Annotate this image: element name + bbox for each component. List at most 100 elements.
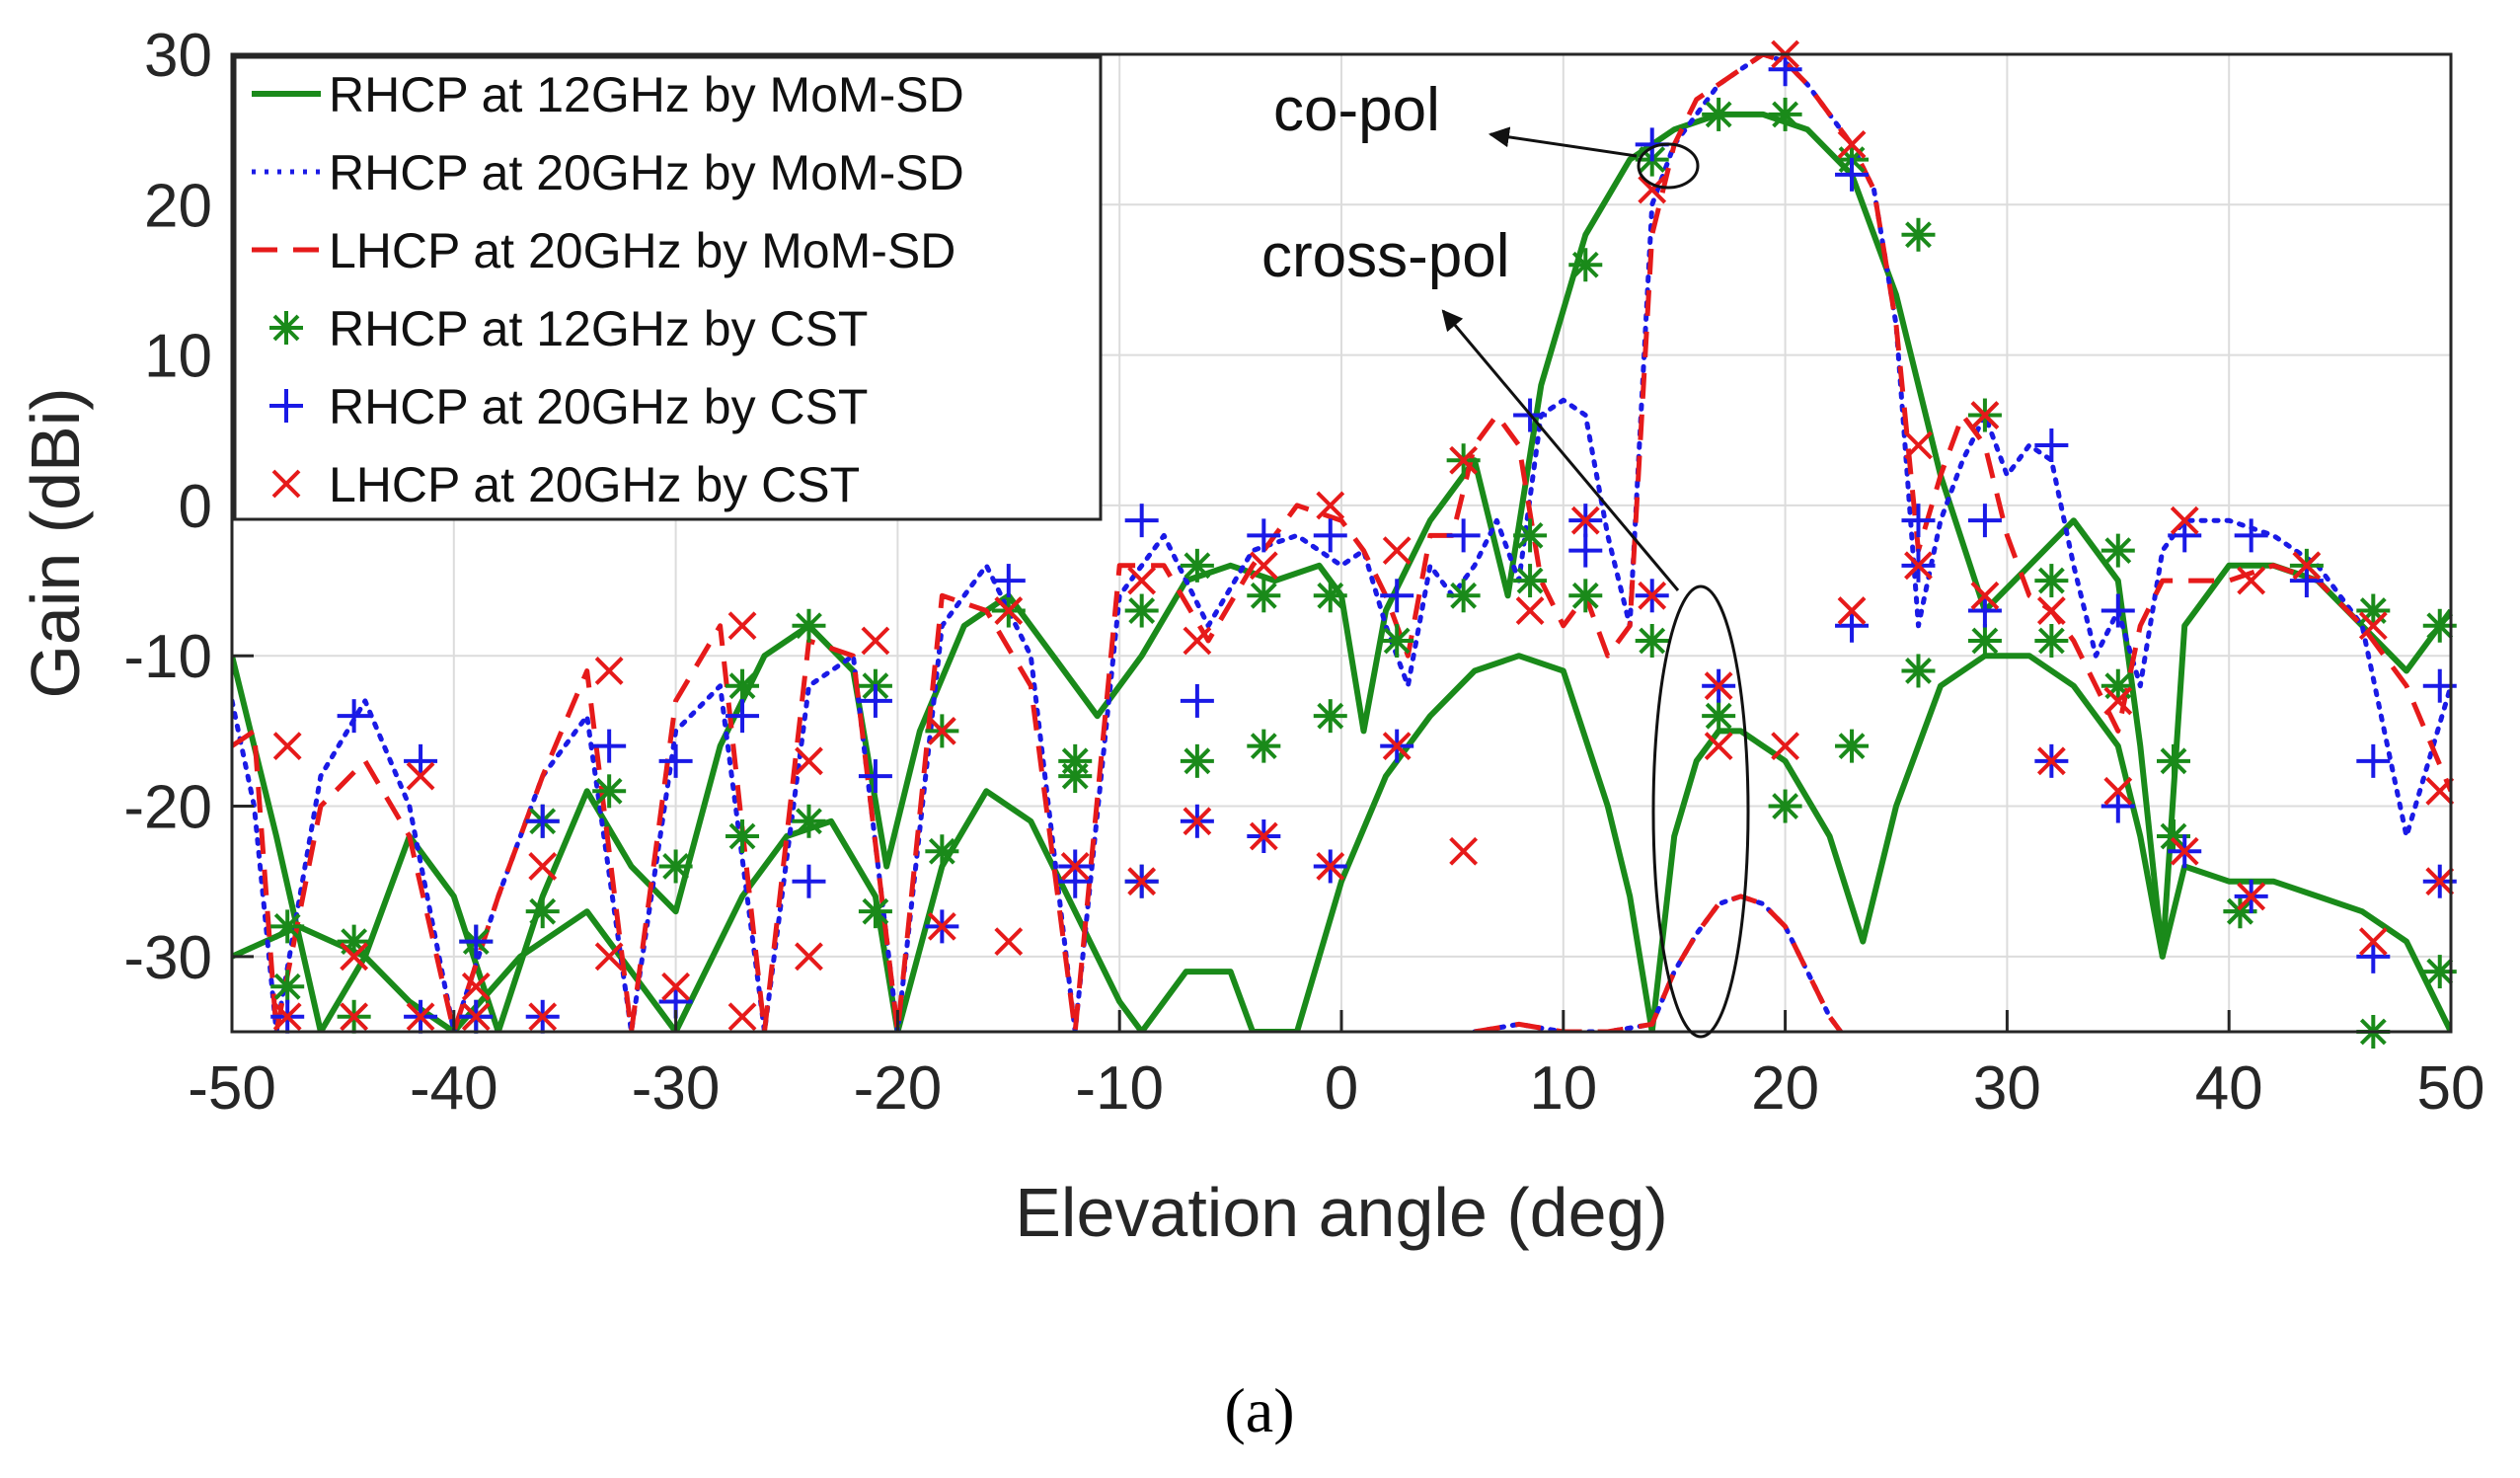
marker-plus	[1180, 683, 1214, 718]
marker-x	[2036, 596, 2066, 625]
marker-asterisk	[792, 804, 826, 838]
marker-x	[461, 972, 491, 1001]
marker-asterisk	[858, 895, 892, 929]
y-tick-label: -10	[123, 623, 212, 691]
legend-swatch-marker	[271, 469, 301, 499]
marker-plus	[1901, 504, 1936, 538]
legend-entry: RHCP at 12GHz by CST	[269, 301, 868, 356]
marker-x	[272, 732, 302, 761]
marker-x	[406, 1002, 435, 1032]
marker-x	[927, 911, 956, 941]
marker-x	[1449, 445, 1479, 475]
marker-x	[1638, 581, 1667, 610]
marker-plus	[2034, 428, 2069, 462]
marker-asterisk	[1967, 624, 2002, 658]
marker-x	[661, 972, 691, 1001]
marker-plus	[337, 699, 371, 734]
marker-asterisk	[2034, 564, 2069, 598]
marker-asterisk	[725, 668, 760, 703]
marker-x	[272, 1002, 302, 1032]
y-axis-label: Gain (dBi)	[17, 387, 94, 698]
marker-plus	[1313, 518, 1347, 553]
marker-asterisk	[725, 819, 760, 853]
marker-x	[1060, 852, 1090, 881]
marker-x	[2358, 927, 2388, 957]
marker-asterisk	[525, 895, 560, 929]
annotation-cross-pol-arrow	[1441, 309, 1680, 591]
marker-asterisk	[1513, 564, 1548, 598]
annotation-cross-pol-label: cross-pol	[1261, 222, 1510, 290]
marker-x	[1904, 430, 1933, 460]
annotation-co-pol-arrow	[1488, 126, 1638, 158]
marker-asterisk	[270, 909, 305, 944]
marker-plus	[858, 683, 892, 718]
y-tick-label: 10	[144, 323, 212, 391]
marker-plus	[1247, 518, 1281, 553]
legend-entry: LHCP at 20GHz by MoM-SD	[252, 223, 955, 278]
marker-plus	[1835, 608, 1870, 643]
legend-label: RHCP at 12GHz by MoM-SD	[329, 67, 964, 122]
marker-x	[861, 626, 890, 656]
marker-asterisk	[592, 774, 627, 809]
marker-plus	[1058, 864, 1093, 898]
annotation-cross-pol: cross-pol	[1261, 222, 1750, 1039]
marker-x	[927, 716, 956, 745]
marker-plus	[1835, 157, 1870, 192]
series-line-5	[1474, 894, 1843, 1032]
x-tick-label: 0	[1325, 1054, 1358, 1123]
marker-plus	[2168, 518, 2202, 553]
annotation-co-pol: co-pol	[1273, 76, 1700, 190]
x-tick-label: 10	[1529, 1054, 1597, 1123]
marker-asterisk	[1568, 579, 1603, 613]
marker-plus	[2356, 743, 2391, 778]
legend-swatch-marker	[269, 311, 303, 345]
marker-plus	[725, 699, 760, 734]
marker-x	[1570, 506, 1600, 535]
marker-plus	[2289, 564, 2324, 598]
marker-x	[461, 1002, 491, 1032]
marker-asterisk	[2100, 668, 2135, 703]
legend-label: RHCP at 20GHz by CST	[329, 379, 868, 434]
marker-asterisk	[2157, 743, 2190, 778]
marker-x	[2170, 836, 2199, 866]
marker-x	[795, 746, 823, 776]
marker-x	[1837, 596, 1867, 625]
marker-asterisk	[1180, 743, 1214, 778]
marker-x	[1970, 401, 2000, 429]
marker-x	[340, 942, 369, 972]
marker-asterisk	[1768, 789, 1802, 823]
marker-x	[1704, 732, 1733, 761]
marker-plus	[592, 729, 627, 763]
legend: RHCP at 12GHz by MoM-SD RHCP at 20GHz by …	[233, 55, 1103, 521]
marker-x	[1249, 821, 1278, 851]
y-tick-label: 20	[144, 172, 212, 240]
marker-x	[727, 611, 757, 641]
marker-plus	[2234, 518, 2268, 553]
marker-plus	[858, 759, 892, 794]
marker-x	[340, 1002, 369, 1032]
marker-asterisk	[2356, 593, 2391, 628]
marker-x	[2103, 776, 2133, 806]
marker-x	[727, 1002, 757, 1032]
marker-plus	[1568, 533, 1603, 568]
marker-asterisk	[1568, 248, 1603, 282]
marker-x	[1904, 551, 1933, 581]
legend-box	[233, 55, 1103, 521]
marker-x	[1449, 836, 1479, 866]
marker-asterisk	[1901, 217, 1936, 252]
x-tick-label: -40	[410, 1054, 498, 1123]
marker-asterisk	[1835, 729, 1870, 763]
marker-x	[1316, 852, 1345, 881]
x-tick-label: -30	[632, 1054, 721, 1123]
legend-label: LHCP at 20GHz by MoM-SD	[329, 223, 955, 278]
marker-asterisk	[1313, 579, 1347, 613]
marker-x	[1704, 671, 1733, 701]
marker-plus	[792, 864, 826, 898]
marker-x	[2358, 611, 2388, 641]
marker-x	[2425, 776, 2455, 806]
marker-x	[1127, 867, 1157, 896]
marker-asterisk	[2034, 624, 2069, 658]
marker-x	[594, 942, 624, 972]
cross-pol-ellipse	[1651, 584, 1750, 1039]
